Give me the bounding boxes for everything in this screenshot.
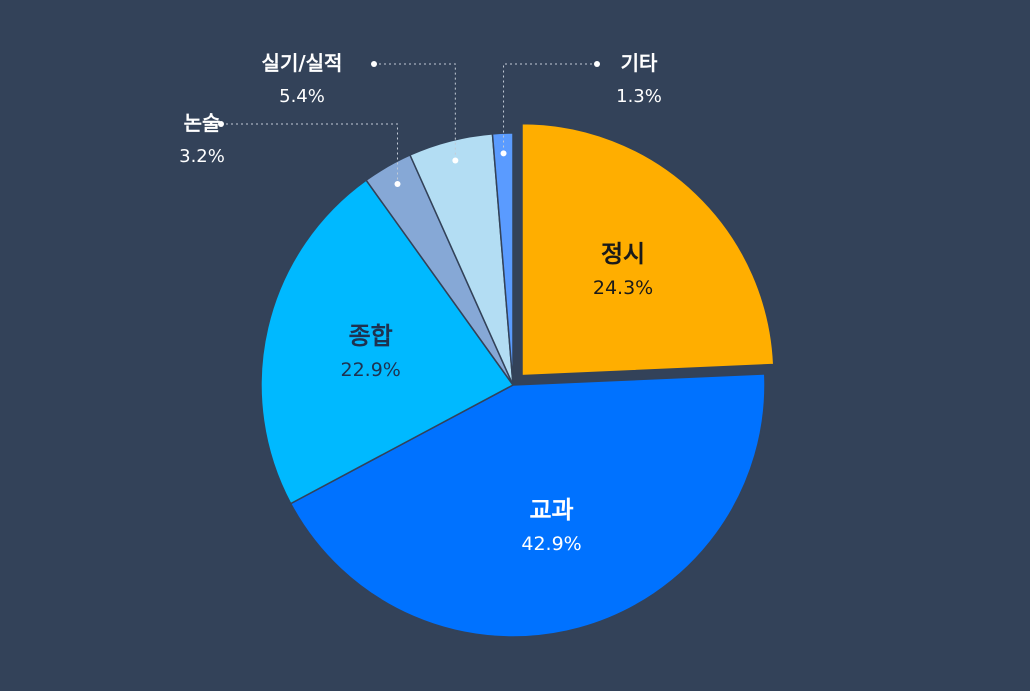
slice-label-value: 22.9% <box>340 359 400 381</box>
slice-label-value: 42.9% <box>521 533 581 555</box>
leader-dot <box>218 121 224 127</box>
slice-label-name: 실기/실적 <box>262 51 343 75</box>
leader-dot <box>500 150 507 157</box>
leader-dot <box>594 61 600 67</box>
leader-lines <box>218 61 600 187</box>
leader-line <box>221 123 399 184</box>
slice-labels: 정시 24.3% 교과 42.9% 종합 22.9% 논술 3.2% 실기/실적 5.4% 기타 1.… <box>179 51 662 555</box>
leader-dot <box>394 180 401 187</box>
leader-dot <box>452 157 459 164</box>
pie-slices <box>260 122 775 638</box>
leader-line <box>503 63 597 154</box>
leader-dot <box>371 61 377 67</box>
slice-3 <box>260 179 515 505</box>
slice-label-value: 3.2% <box>179 146 225 167</box>
slice-2 <box>289 373 766 638</box>
leader-line <box>374 63 456 161</box>
slice-label-name: 교과 <box>529 496 573 524</box>
slice-label-name: 논술 <box>184 111 221 135</box>
slice-1 <box>521 122 775 377</box>
slice-label-name: 기타 <box>621 51 658 75</box>
slice-label-name: 정시 <box>601 240 645 268</box>
slice-6 <box>491 132 514 386</box>
slice-label-name: 종합 <box>349 322 393 350</box>
slice-label-value: 1.3% <box>616 86 662 107</box>
slice-label-value: 24.3% <box>593 277 653 299</box>
slice-label-value: 5.4% <box>279 86 325 107</box>
